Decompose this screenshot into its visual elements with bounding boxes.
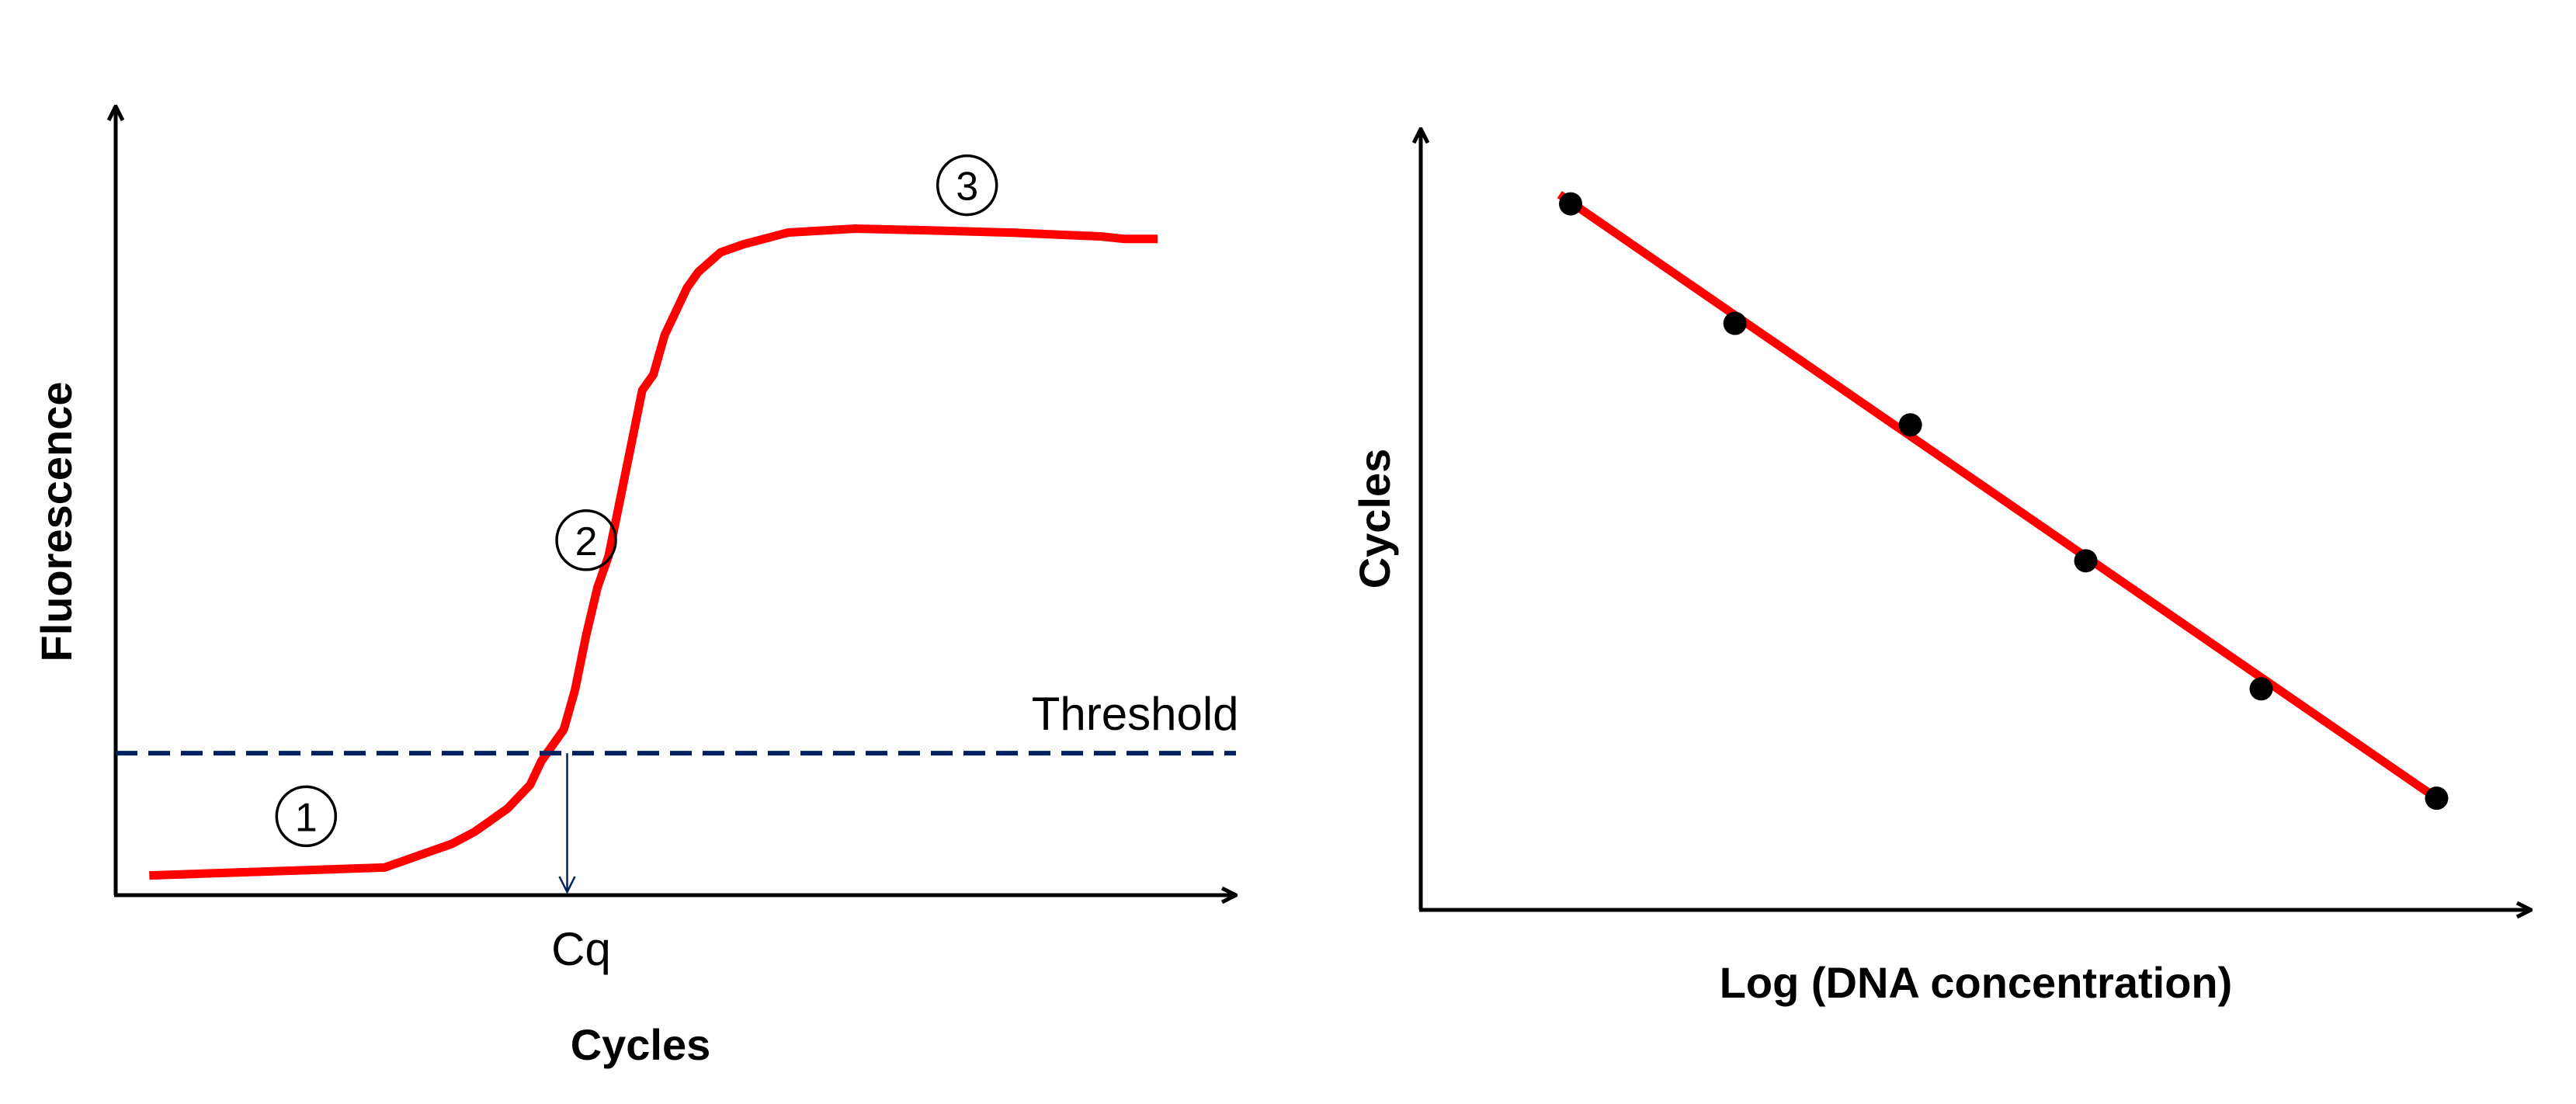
- phase-marker-circle: [275, 785, 338, 848]
- amplification-chart: Threshold Cq 1 2 3 Fluorescence Cycles: [32, 106, 1239, 1069]
- phase-marker-circle: [555, 509, 617, 571]
- data-point: [2425, 786, 2449, 811]
- phase-marker-3: 3: [936, 154, 998, 217]
- amplification-curve: [149, 224, 1158, 880]
- amplification-series: [149, 224, 1158, 880]
- phase-marker-2: 2: [555, 509, 617, 571]
- threshold-label: Threshold: [1032, 688, 1239, 740]
- phase-marker-label: 1: [295, 795, 318, 840]
- right-y-axis-label: Cycles: [1350, 449, 1399, 589]
- cq-group: Cq: [551, 753, 611, 975]
- data-point: [2074, 549, 2098, 573]
- left-x-axis-label: Cycles: [571, 1020, 711, 1069]
- left-y-axis-label: Fluorescence: [32, 381, 81, 661]
- phase-marker-1: 1: [275, 785, 338, 848]
- fit-line: [1557, 190, 2439, 802]
- data-point: [2249, 677, 2273, 701]
- data-point: [1898, 413, 1922, 437]
- right-x-axis-label: Log (DNA concentration): [1720, 958, 2233, 1007]
- data-point: [1559, 192, 1583, 216]
- phase-marker-circle: [936, 154, 998, 217]
- standard-curve-chart: Cycles Log (DNA concentration): [1350, 129, 2531, 1007]
- cq-label: Cq: [551, 923, 611, 975]
- data-point: [1723, 311, 1747, 335]
- threshold-group: Threshold: [116, 688, 1239, 756]
- phase-marker-label: 2: [575, 519, 598, 564]
- phase-markers: 1 2 3: [275, 154, 998, 848]
- data-points: [1559, 192, 2449, 811]
- phase-marker-label: 3: [956, 165, 978, 210]
- fit-line-group: [1557, 190, 2439, 802]
